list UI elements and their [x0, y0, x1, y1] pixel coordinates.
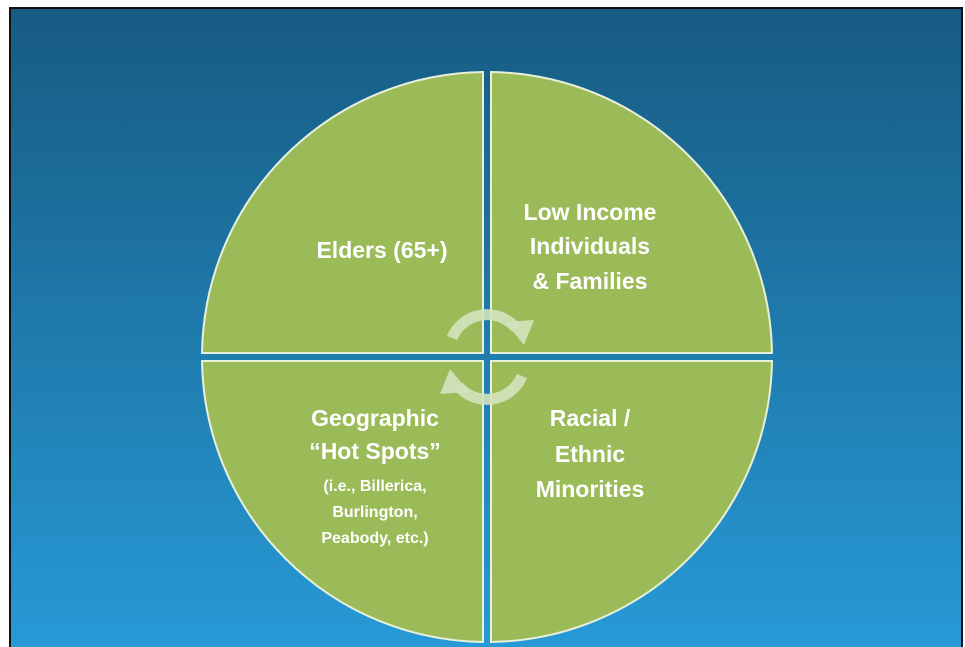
quadrant: [490, 71, 773, 354]
arrow-arc: [453, 373, 528, 405]
circle: [201, 71, 773, 643]
arrow-head: [440, 369, 469, 394]
quadrant-label: Racial /: [550, 405, 631, 431]
quadrant: [201, 360, 484, 643]
quadrant: [201, 71, 484, 354]
quadrant-label: (i.e., Billerica,: [323, 478, 426, 495]
quadrant-label: Elders (65+): [316, 237, 447, 263]
quadrant: [490, 360, 773, 643]
quadrant-label: “Hot Spots”: [309, 438, 441, 464]
cycle-arrows: [446, 309, 528, 405]
quadrant-label: Low Income: [524, 199, 657, 225]
quadrant-label: Minorities: [536, 476, 645, 502]
quadrant-label: Ethnic: [555, 441, 625, 467]
quadrant-label: Geographic: [311, 405, 439, 431]
arrow-arc: [446, 309, 521, 341]
quadrant-label: & Families: [532, 268, 647, 294]
quadrant-label: Burlington,: [332, 504, 417, 521]
quadrant-label: Individuals: [530, 233, 650, 259]
arrow-head: [505, 320, 534, 345]
quadrant-label: Peabody, etc.): [321, 530, 428, 547]
arrow-heads: [440, 320, 534, 394]
slide-background: [9, 7, 963, 647]
